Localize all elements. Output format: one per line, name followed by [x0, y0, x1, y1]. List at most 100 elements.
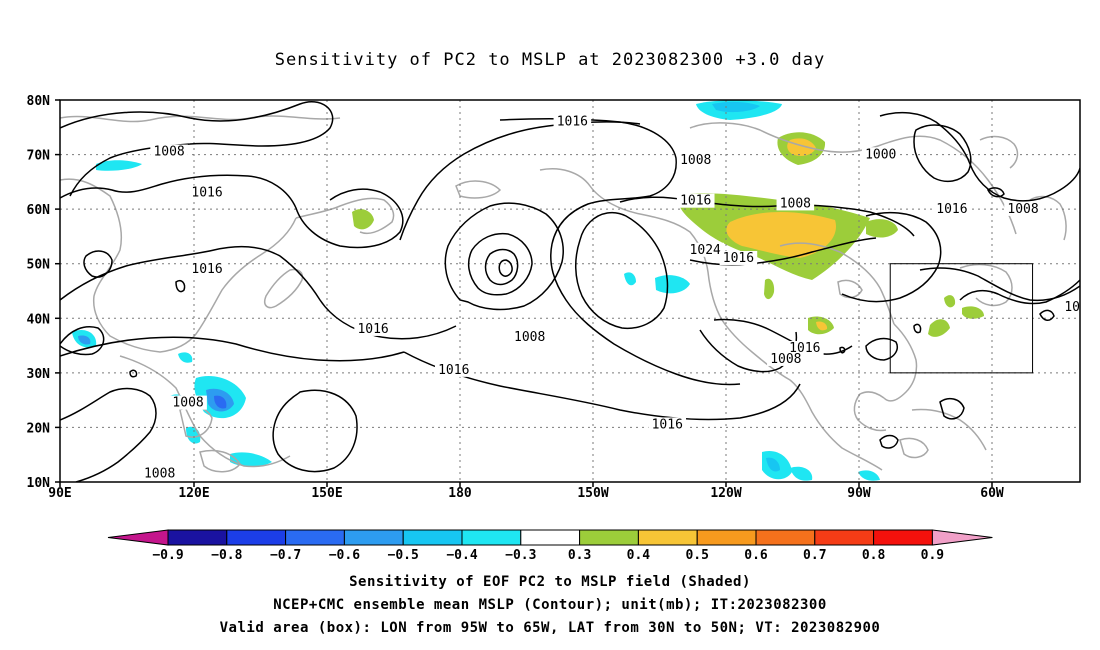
colorbar-label: 0.9 [921, 548, 944, 563]
contour-label: 1016 [557, 115, 588, 130]
contour-label: 1016 [936, 202, 967, 217]
contour-label: 101 [1082, 202, 1100, 217]
contour-label-bg [1004, 201, 1042, 216]
lon-tick-label: 60W [980, 486, 1004, 501]
lon-axis-labels: 90E 120E 150E 180 150W 120W 90W 60W [48, 486, 1004, 501]
contour-label-bg [354, 321, 392, 336]
colorbar-label: −0.4 [446, 548, 477, 563]
contour-label-bg [1061, 300, 1080, 315]
shade-indochina [186, 426, 201, 444]
contour-label: 1008 [680, 153, 711, 168]
contour-label-bg [150, 144, 188, 159]
figure-title: Sensitivity of PC2 to MSLP at 2023082300… [274, 50, 826, 70]
colorbar-label: −0.6 [329, 548, 360, 563]
shade-canada-yellow [726, 212, 837, 258]
colorbar-swatch [226, 529, 287, 546]
contour-label-bg [169, 395, 207, 410]
contour-label: 1024 [690, 243, 721, 258]
lon-tick-label: 180 [448, 486, 472, 501]
shaded-positive-region [352, 132, 984, 337]
lon-tick-label: 90E [48, 486, 71, 501]
contour-label: 1016 [680, 194, 711, 209]
colorbar-label: −0.5 [388, 548, 419, 563]
shaded-negative-region [72, 100, 880, 481]
lon-tick-label: 120W [710, 486, 741, 501]
lat-tick-label: 40N [27, 312, 51, 327]
lon-tick-label: 90W [847, 486, 871, 501]
map-layers: 1016 1008 1008 1000 1016 1016 1008 1016 1008 101 1… [60, 100, 1100, 482]
contour-label-bg [776, 196, 815, 211]
shade-baja-blue [766, 457, 780, 472]
contour-label-bg [676, 152, 715, 167]
colorbar-label: −0.3 [505, 548, 536, 563]
lat-tick-label: 10N [27, 476, 51, 491]
contour-label: 1008 [514, 330, 545, 345]
shade-pacific-small [624, 272, 636, 286]
colorbar-swatch [755, 529, 816, 546]
caption-shaded: Sensitivity of EOF PC2 to MSLP field (Sh… [349, 574, 751, 590]
colorbar-swatch [873, 529, 933, 546]
shade-rockies [764, 278, 775, 300]
contour-label: 1008 [144, 467, 175, 482]
shade-kamchatka [352, 209, 374, 230]
shade-pacific-w [230, 452, 272, 467]
colorbar-label: 0.6 [744, 548, 768, 563]
colorbar-low-extension [107, 529, 169, 546]
contour-label-bg [786, 341, 824, 356]
contour-label: 1008 [172, 396, 203, 411]
colorbar-label: 0.4 [627, 548, 651, 563]
contour-label: 1016 [1064, 300, 1095, 315]
mslp-contours [60, 100, 1080, 482]
colorbar-label: 0.8 [862, 548, 886, 563]
caption-contour: NCEP+CMC ensemble mean MSLP (Contour); u… [273, 597, 827, 613]
shade-philippines-core [214, 395, 227, 409]
lat-tick-label: 70N [27, 149, 51, 164]
lat-tick-label: 30N [27, 367, 51, 382]
contour-label-bg [188, 185, 226, 200]
lat-tick-label: 60N [27, 203, 51, 218]
colorbar-swatch [167, 529, 228, 546]
shade-northeast [944, 295, 956, 308]
colorbar-swatch [696, 529, 757, 546]
contour-label: 1008 [1007, 202, 1038, 217]
lat-tick-label: 80N [27, 94, 51, 109]
contour-label-bg [434, 362, 473, 377]
contour-label-bg [188, 261, 226, 276]
contour-label: 1016 [652, 417, 683, 432]
colorbar-swatch [285, 529, 345, 546]
colorbar-swatch [579, 529, 639, 546]
lon-tick-label: 120E [178, 486, 209, 501]
lat-tick-label: 20N [27, 421, 51, 436]
shade-mexico [790, 466, 813, 481]
contour-label: 1016 [357, 322, 388, 337]
colorbar-label: −0.9 [152, 548, 183, 563]
colorbar-swatch [343, 529, 404, 546]
shade-atlantic [962, 306, 984, 319]
contour-label: 1008 [770, 352, 801, 367]
lon-tick-label: 150E [311, 486, 342, 501]
shade-plains-core [816, 321, 828, 331]
contour-label: 1016 [723, 251, 754, 266]
shade-siberia [96, 160, 142, 171]
shade-pacific-ne [655, 275, 690, 294]
shade-east-canada [866, 219, 898, 238]
colorbar-swatch [461, 529, 522, 546]
shade-gulf [858, 470, 880, 481]
lat-tick-label: 50N [27, 258, 51, 273]
colorbar-swatch [520, 529, 581, 546]
colorbar-label: 0.3 [568, 548, 591, 563]
map-frame [59, 99, 1081, 483]
contour-label-bg [933, 201, 971, 216]
contour-label-bg [676, 193, 715, 208]
colorbar-label: −0.7 [270, 548, 301, 563]
shade-appalachian [928, 319, 950, 337]
colorbar-high-extension [931, 529, 993, 546]
contour-label-bg [648, 417, 687, 432]
contour-label: 1000 [865, 147, 896, 162]
contour-label-bg [553, 114, 592, 129]
shade-arctic-blue [712, 101, 760, 113]
colorbar: −0.9 −0.8 −0.7 −0.6 −0.5 −0.4 −0.3 0.3 0.4 0.5 0.6… [107, 529, 993, 563]
contour-label-bg [140, 466, 179, 481]
valid-area-box [889, 263, 1034, 374]
